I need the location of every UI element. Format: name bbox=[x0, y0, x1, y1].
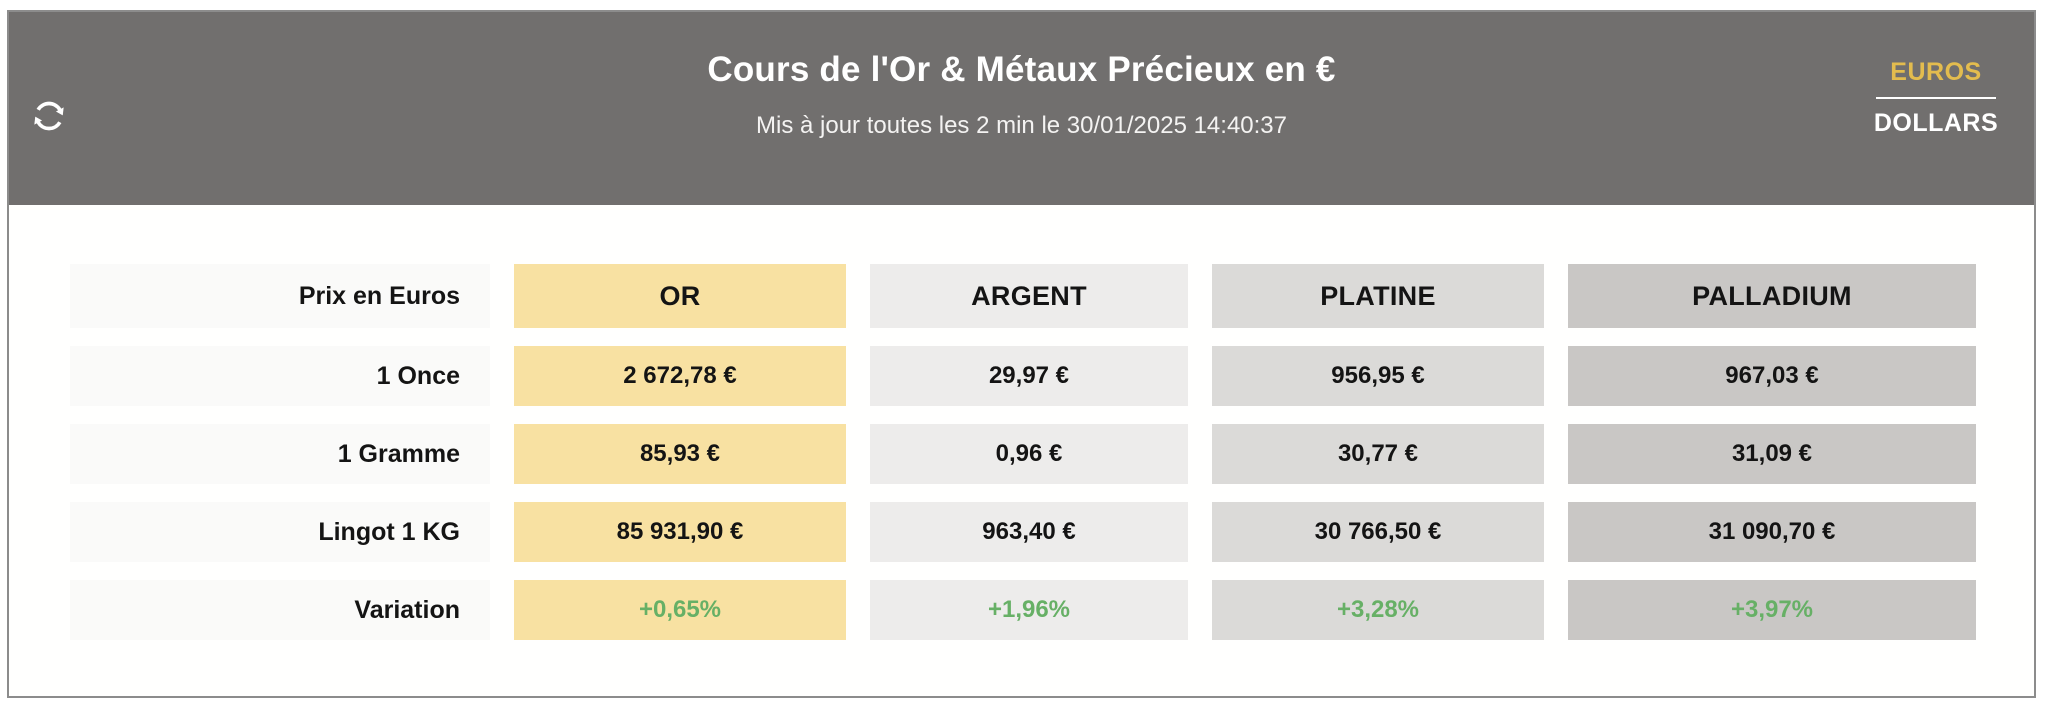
price-cell-argent-once: 29,97 € bbox=[870, 346, 1188, 406]
price-cell-argent-lingot: 963,40 € bbox=[870, 502, 1188, 562]
column-header-argent: ARGENT bbox=[870, 264, 1188, 328]
row-label-lingot: Lingot 1 KG bbox=[70, 502, 490, 562]
price-cell-palladium-gramme: 31,09 € bbox=[1568, 424, 1976, 484]
column-header-or: OR bbox=[514, 264, 846, 328]
price-cell-platine-once: 956,95 € bbox=[1212, 346, 1544, 406]
price-cell-platine-lingot: 30 766,50 € bbox=[1212, 502, 1544, 562]
variation-cell-platine: +3,28% bbox=[1212, 580, 1544, 640]
row-label-once: 1 Once bbox=[70, 346, 490, 406]
refresh-icon bbox=[29, 96, 69, 136]
currency-toggle-divider bbox=[1876, 97, 1996, 99]
variation-cell-argent: +1,96% bbox=[870, 580, 1188, 640]
currency-option-dollars[interactable]: DOLLARS bbox=[1874, 105, 1998, 142]
column-header-palladium: PALLADIUM bbox=[1568, 264, 1976, 328]
price-cell-or-lingot: 85 931,90 € bbox=[514, 502, 846, 562]
price-cell-platine-gramme: 30,77 € bbox=[1212, 424, 1544, 484]
table-corner-label: Prix en Euros bbox=[70, 264, 490, 328]
price-cell-palladium-once: 967,03 € bbox=[1568, 346, 1976, 406]
prices-table: Prix en Euros OR ARGENT PLATINE PALLADIU… bbox=[70, 264, 1976, 640]
price-cell-palladium-lingot: 31 090,70 € bbox=[1568, 502, 1976, 562]
widget-header: Cours de l'Or & Métaux Précieux en € Mis… bbox=[9, 12, 2034, 205]
price-cell-or-once: 2 672,78 € bbox=[514, 346, 846, 406]
price-cell-argent-gramme: 0,96 € bbox=[870, 424, 1188, 484]
last-updated-text: Mis à jour toutes les 2 min le 30/01/202… bbox=[756, 112, 1287, 139]
price-cell-or-gramme: 85,93 € bbox=[514, 424, 846, 484]
variation-cell-palladium: +3,97% bbox=[1568, 580, 1976, 640]
metal-prices-widget: Cours de l'Or & Métaux Précieux en € Mis… bbox=[7, 10, 2036, 698]
currency-option-euros[interactable]: EUROS bbox=[1890, 54, 1981, 91]
column-header-platine: PLATINE bbox=[1212, 264, 1544, 328]
row-label-variation: Variation bbox=[70, 580, 490, 640]
refresh-button[interactable] bbox=[25, 92, 73, 140]
variation-cell-or: +0,65% bbox=[514, 580, 846, 640]
row-label-gramme: 1 Gramme bbox=[70, 424, 490, 484]
currency-toggle: EUROS DOLLARS bbox=[1870, 54, 2002, 142]
page-title: Cours de l'Or & Métaux Précieux en € bbox=[707, 50, 1336, 89]
header-titles: Cours de l'Or & Métaux Précieux en € Mis… bbox=[9, 12, 2034, 205]
